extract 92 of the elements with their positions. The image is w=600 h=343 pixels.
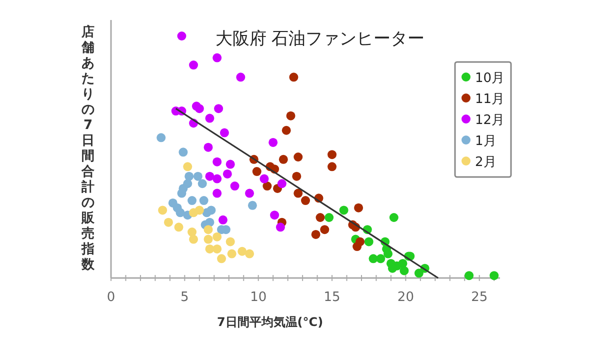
point (245, 249, 254, 258)
x-axis-title: 7日間平均気温(°C) (216, 315, 324, 329)
point (248, 200, 257, 210)
point (212, 53, 222, 62)
x-tick-label: 0 (106, 290, 116, 305)
x-tick-label: 20 (397, 290, 414, 305)
point (276, 222, 285, 232)
point (214, 104, 224, 114)
point (177, 188, 186, 198)
legend-label: 10月 (475, 71, 505, 86)
point (260, 174, 269, 184)
point (292, 172, 302, 181)
point (352, 242, 362, 252)
point (414, 268, 424, 278)
point (156, 133, 166, 142)
point (194, 104, 204, 114)
legend-label: 1月 (475, 134, 496, 149)
point (212, 232, 222, 242)
point (212, 244, 222, 254)
point (384, 249, 393, 258)
point (206, 206, 216, 215)
point (188, 228, 197, 237)
point (212, 157, 222, 166)
point (217, 254, 226, 264)
point (212, 188, 222, 198)
point (389, 213, 398, 222)
point (220, 128, 229, 138)
x-tick-label: 10 (250, 290, 267, 305)
point (294, 152, 303, 162)
point (205, 172, 214, 181)
x-tick-label: 5 (180, 290, 189, 305)
point (286, 111, 296, 120)
point (262, 182, 272, 191)
legend-label: 11月 (475, 92, 505, 107)
point (189, 60, 198, 70)
point (328, 162, 337, 172)
point (212, 174, 222, 184)
point (282, 126, 291, 135)
point (183, 162, 192, 172)
point (339, 206, 348, 215)
point (176, 208, 185, 218)
point (204, 234, 213, 244)
chart-title: 大阪府 石油ファンヒーター (215, 29, 425, 49)
point (354, 203, 364, 212)
point (245, 188, 254, 198)
point (205, 218, 214, 227)
point (174, 222, 184, 232)
point (270, 210, 280, 220)
point (184, 172, 194, 181)
point (227, 249, 236, 258)
point (204, 225, 213, 234)
point (277, 179, 286, 188)
point (236, 72, 246, 82)
point (164, 218, 173, 227)
point (205, 114, 214, 123)
point (400, 266, 409, 276)
point (226, 237, 235, 246)
point (199, 196, 208, 206)
point (226, 160, 235, 169)
legend-label: 2月 (475, 155, 496, 170)
point (204, 142, 213, 152)
point (320, 225, 330, 234)
point (364, 237, 374, 246)
point (230, 182, 240, 191)
point (198, 179, 207, 188)
point (376, 254, 386, 264)
point (222, 169, 232, 178)
point (238, 246, 247, 256)
point (177, 32, 186, 40)
point (178, 148, 188, 157)
point (188, 196, 197, 206)
x-tick-label: 25 (471, 290, 488, 305)
point (490, 271, 499, 280)
point (278, 154, 288, 164)
point (301, 196, 310, 206)
point (252, 167, 262, 176)
point (189, 208, 198, 218)
point (268, 138, 278, 147)
point (316, 213, 325, 222)
x-tick-label: 15 (324, 290, 340, 305)
point (294, 188, 303, 198)
point (189, 234, 198, 244)
text: 店舗あたりの7日間合計の販売指数 (82, 25, 94, 272)
point (218, 215, 228, 224)
point (193, 172, 202, 181)
legend-label: 12月 (475, 113, 505, 128)
point (324, 213, 334, 222)
point (289, 72, 298, 82)
point (311, 230, 320, 239)
point (158, 206, 168, 215)
point (464, 271, 474, 280)
point (328, 150, 337, 160)
